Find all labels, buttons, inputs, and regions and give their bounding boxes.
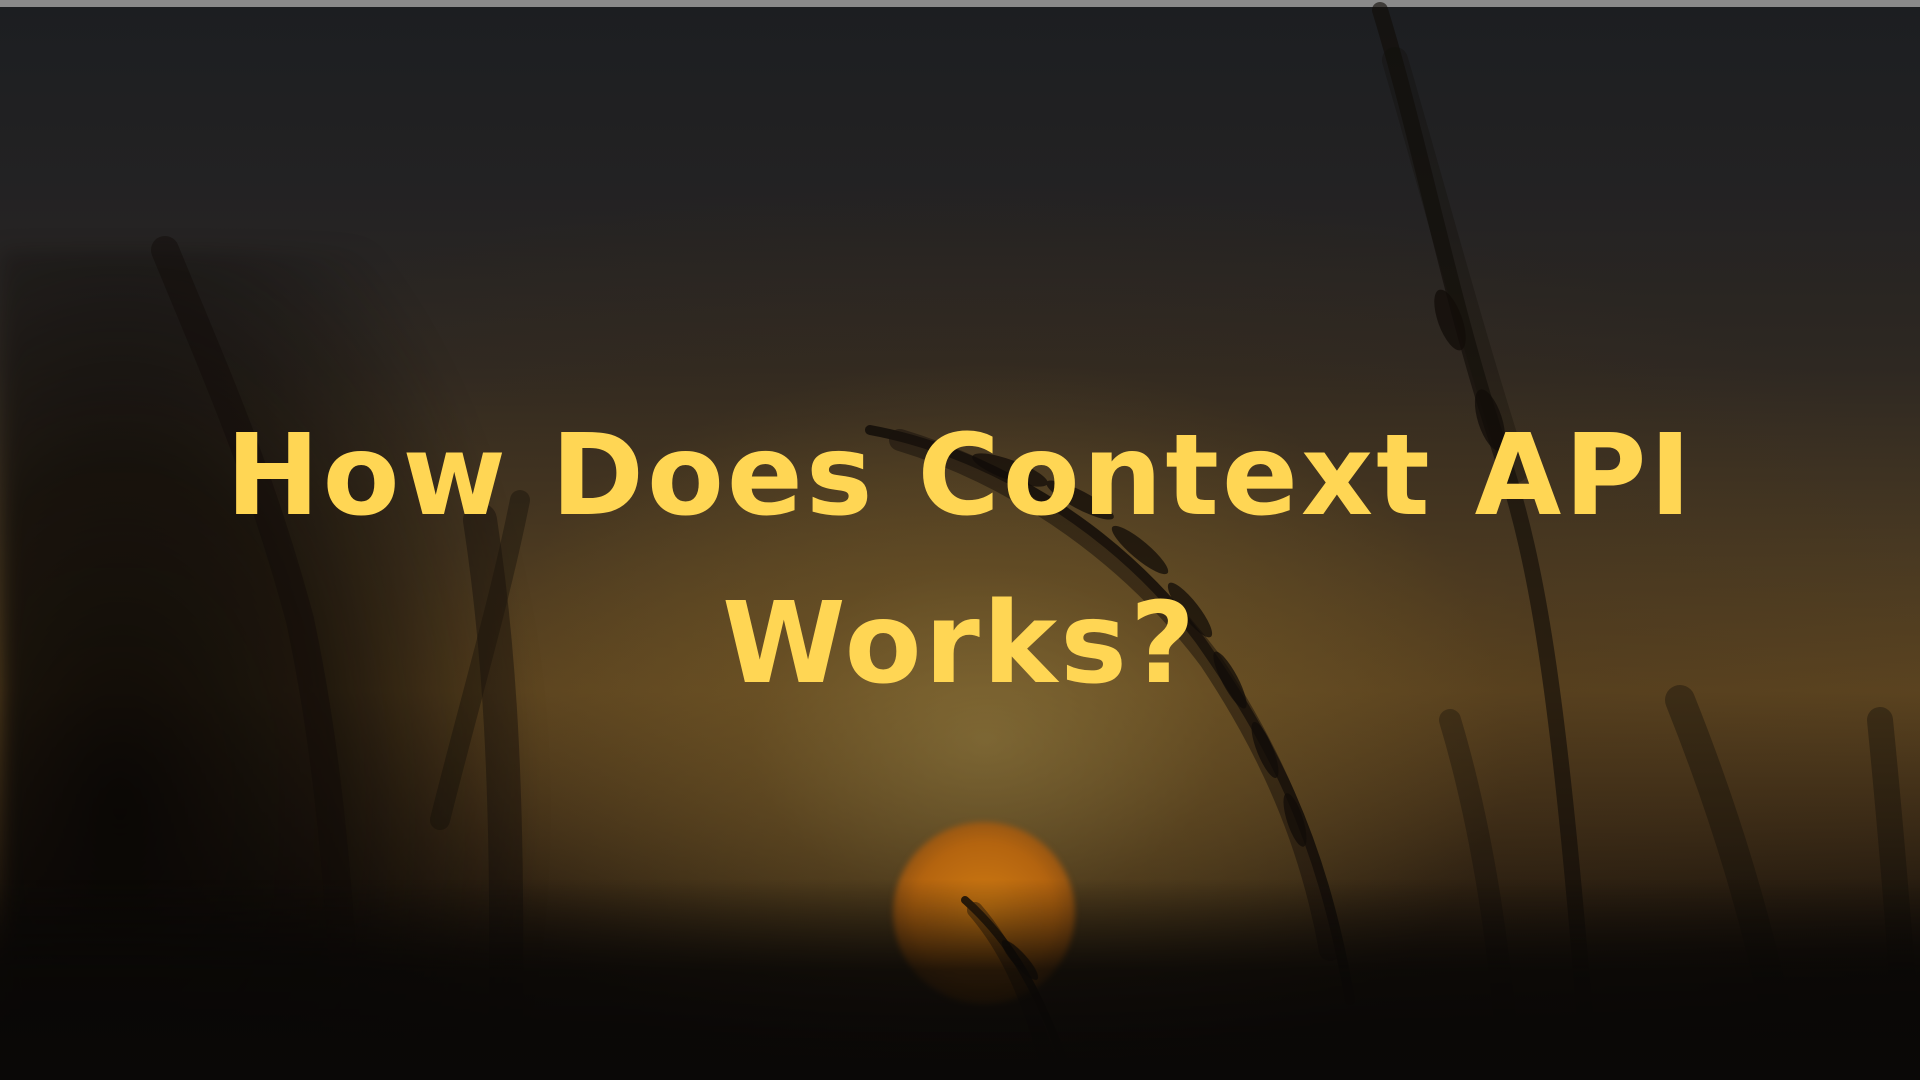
slide-title: How Does Context API Works? [225, 411, 1695, 709]
dark-foreground [0, 880, 1920, 1080]
top-edge-bar [0, 0, 1920, 7]
